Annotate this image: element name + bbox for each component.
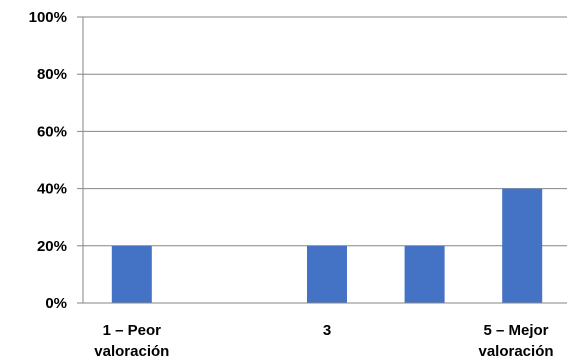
axes bbox=[82, 17, 567, 304]
y-tick-label: 20% bbox=[37, 238, 67, 255]
y-tick-label: 0% bbox=[45, 295, 67, 312]
x-axis-category-labels: 1 – Peor valoración 3 5 – Mejor valoración bbox=[94, 322, 553, 360]
y-tick-label: 100% bbox=[29, 9, 67, 26]
y-tick-label: 80% bbox=[37, 66, 67, 83]
x-category-label: 5 – Mejor bbox=[483, 322, 548, 339]
gridlines bbox=[77, 16, 567, 304]
bars bbox=[111, 188, 543, 303]
x-category-label: 1 – Peor bbox=[103, 322, 162, 339]
y-axis-tick-labels: 0% 20% 40% 60% 80% 100% bbox=[29, 9, 67, 312]
y-tick-label: 40% bbox=[37, 181, 67, 198]
x-category-label: valoración bbox=[94, 343, 169, 360]
bar bbox=[502, 188, 543, 303]
bar bbox=[111, 245, 152, 303]
bar bbox=[404, 245, 445, 303]
y-tick-label: 60% bbox=[37, 123, 67, 140]
bar bbox=[307, 245, 347, 303]
x-category-label: valoración bbox=[478, 343, 553, 360]
x-category-label: 3 bbox=[323, 322, 331, 339]
